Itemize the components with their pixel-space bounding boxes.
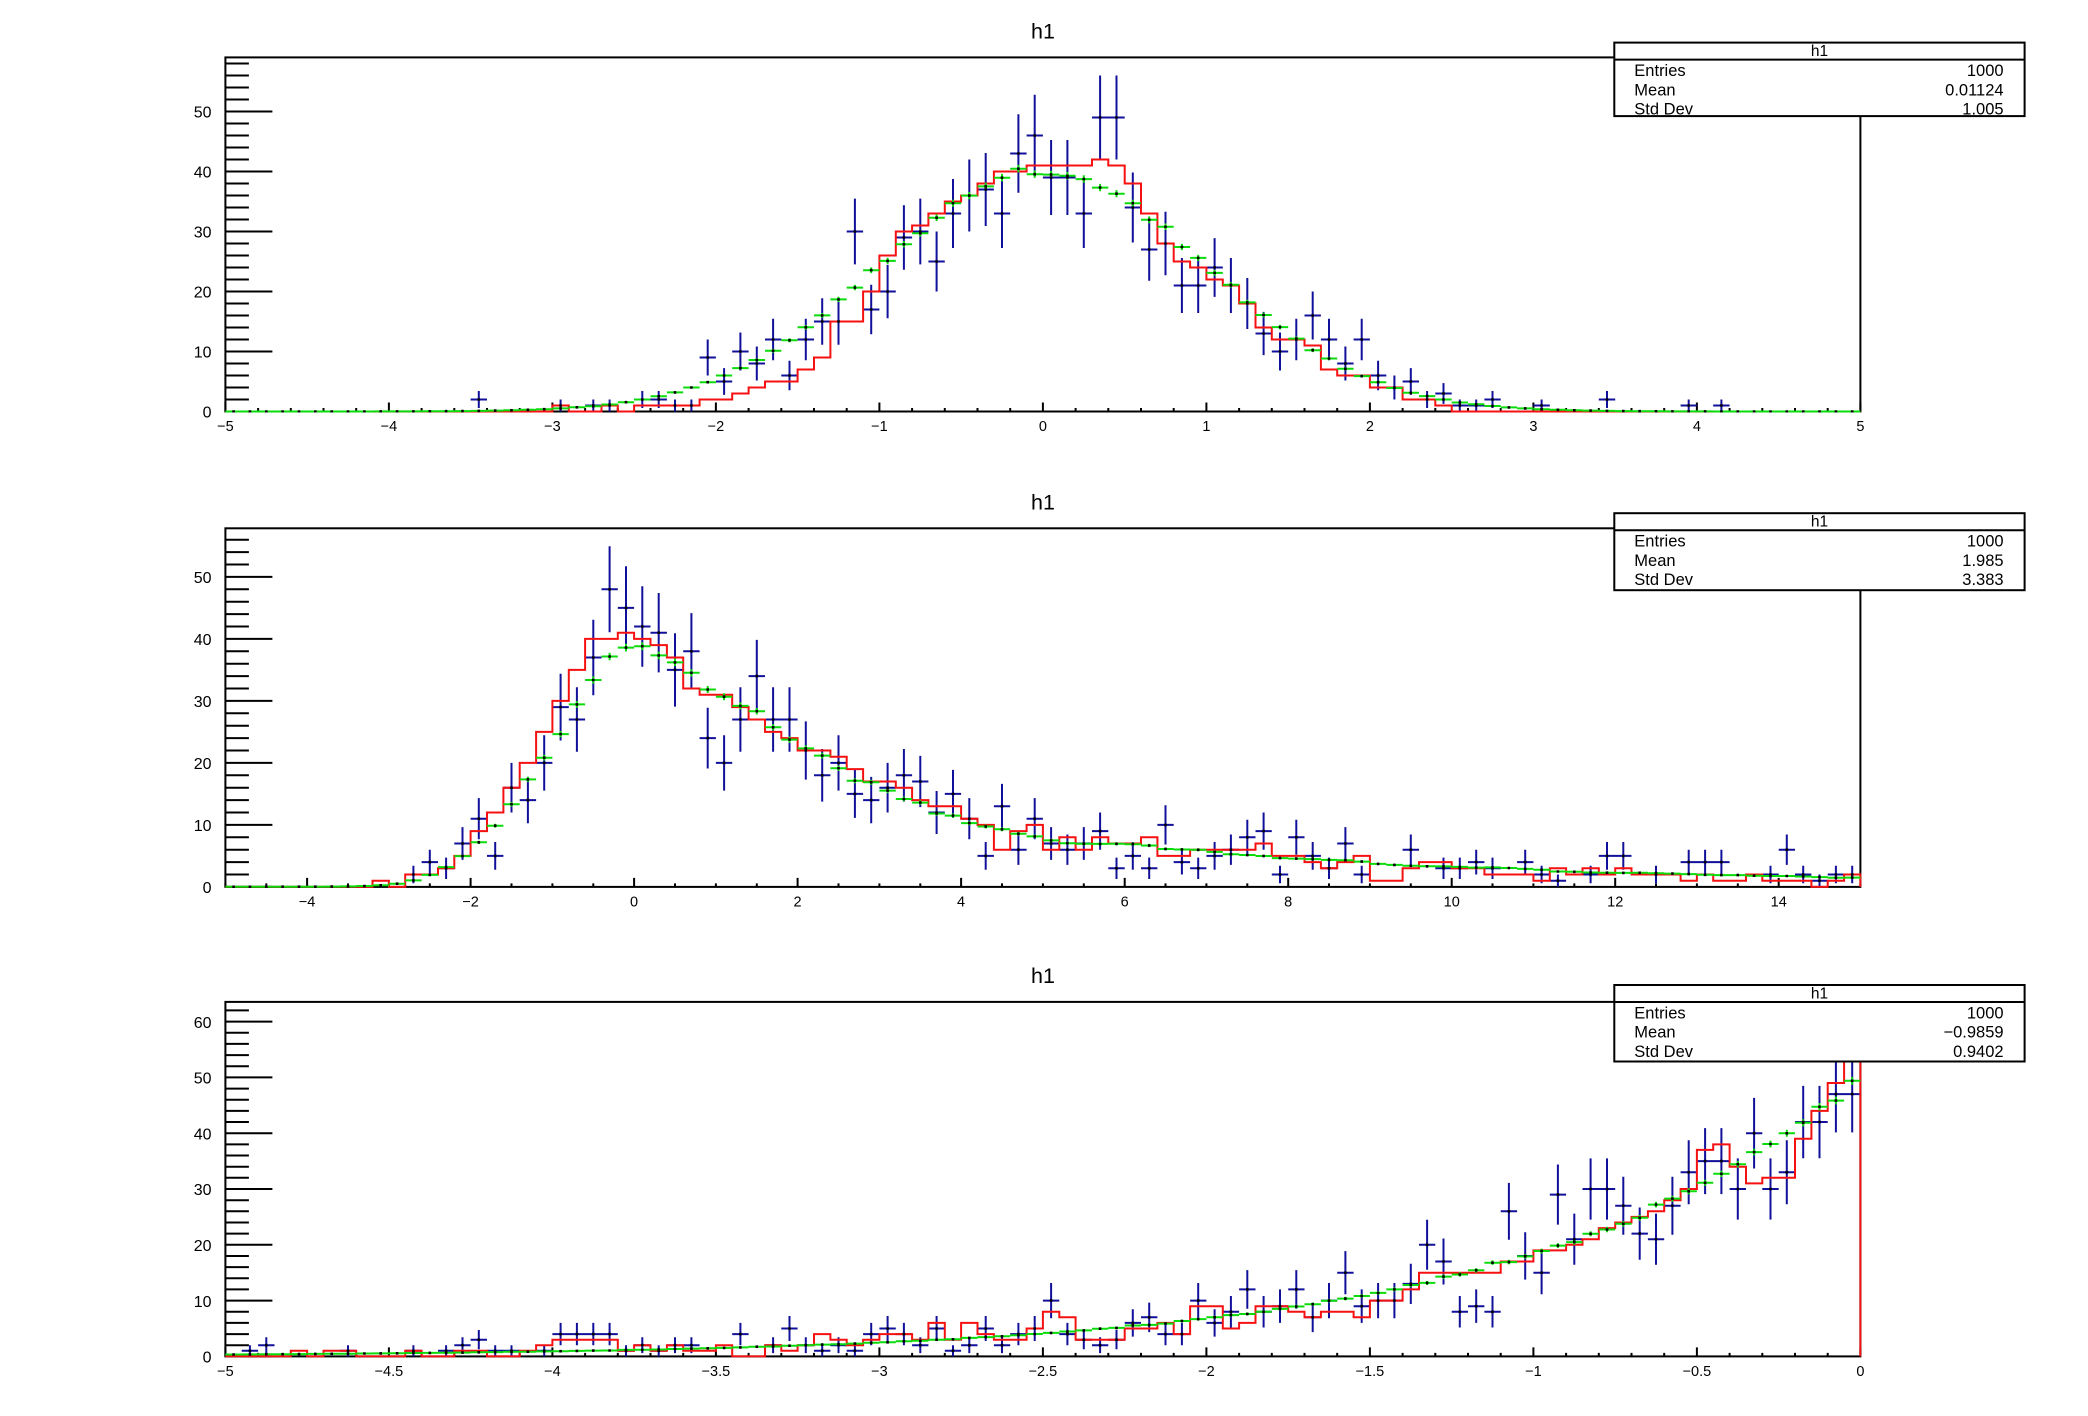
svg-text:0: 0 [1039, 419, 1047, 435]
svg-text:4: 4 [957, 895, 965, 911]
svg-text:h1: h1 [1811, 986, 1828, 1003]
svg-text:Mean: Mean [1634, 81, 1675, 99]
svg-text:−4.5: −4.5 [375, 1364, 404, 1380]
svg-text:0.9402: 0.9402 [1953, 1043, 2003, 1061]
svg-text:1: 1 [1202, 419, 1210, 435]
svg-text:−1.5: −1.5 [1356, 1364, 1385, 1380]
svg-text:−0.9859: −0.9859 [1943, 1024, 2003, 1042]
svg-text:50: 50 [194, 105, 212, 122]
svg-text:2: 2 [794, 895, 802, 911]
svg-text:20: 20 [194, 1238, 212, 1255]
svg-text:40: 40 [194, 632, 212, 649]
svg-text:20: 20 [194, 756, 212, 773]
svg-text:12: 12 [1607, 895, 1623, 911]
svg-text:20: 20 [194, 285, 212, 302]
svg-text:−4: −4 [544, 1364, 561, 1380]
svg-text:50: 50 [194, 1071, 212, 1088]
svg-text:h1: h1 [1031, 19, 1055, 43]
svg-text:6: 6 [1121, 895, 1129, 911]
svg-text:−0.5: −0.5 [1683, 1364, 1712, 1380]
svg-text:30: 30 [194, 1182, 212, 1199]
svg-text:0: 0 [630, 895, 638, 911]
svg-text:30: 30 [194, 694, 212, 711]
svg-text:Entries: Entries [1634, 62, 1685, 80]
svg-text:Entries: Entries [1634, 1005, 1685, 1023]
svg-text:5: 5 [1856, 419, 1864, 435]
svg-text:0: 0 [203, 1350, 212, 1367]
svg-text:0: 0 [203, 405, 212, 422]
svg-text:30: 30 [194, 225, 212, 242]
svg-text:8: 8 [1284, 895, 1292, 911]
svg-text:1000: 1000 [1967, 62, 2004, 80]
svg-text:1.005: 1.005 [1962, 101, 2003, 119]
svg-text:−2: −2 [708, 419, 725, 435]
svg-text:Std Dev: Std Dev [1634, 1043, 1693, 1061]
svg-text:−5: −5 [217, 1364, 234, 1380]
svg-text:−2.5: −2.5 [1029, 1364, 1058, 1380]
svg-text:h1: h1 [1811, 43, 1828, 60]
svg-text:−3: −3 [544, 419, 561, 435]
svg-text:Mean: Mean [1634, 552, 1675, 570]
svg-text:60: 60 [194, 1015, 212, 1032]
svg-text:50: 50 [194, 570, 212, 587]
svg-text:3: 3 [1529, 419, 1537, 435]
svg-text:40: 40 [194, 1126, 212, 1143]
svg-text:1.985: 1.985 [1962, 552, 2003, 570]
svg-text:Std Dev: Std Dev [1634, 571, 1693, 589]
svg-text:0: 0 [1856, 1364, 1864, 1380]
svg-text:10: 10 [194, 818, 212, 835]
svg-text:h1: h1 [1031, 490, 1055, 514]
svg-text:−4: −4 [299, 895, 316, 911]
svg-text:0.01124: 0.01124 [1945, 81, 2003, 99]
svg-text:0: 0 [203, 880, 212, 897]
svg-text:Entries: Entries [1634, 533, 1685, 551]
svg-text:−1: −1 [1525, 1364, 1542, 1380]
svg-text:h1: h1 [1811, 514, 1828, 531]
svg-text:Std Dev: Std Dev [1634, 101, 1693, 119]
svg-text:2: 2 [1366, 419, 1374, 435]
svg-text:−1: −1 [871, 419, 888, 435]
svg-text:10: 10 [194, 1294, 212, 1311]
svg-text:40: 40 [194, 165, 212, 182]
svg-text:14: 14 [1771, 895, 1787, 911]
svg-text:Mean: Mean [1634, 1024, 1675, 1042]
svg-text:1000: 1000 [1967, 1005, 2004, 1023]
svg-text:10: 10 [1444, 895, 1460, 911]
svg-text:1000: 1000 [1967, 533, 2004, 551]
svg-text:−5: −5 [217, 419, 234, 435]
svg-text:−3: −3 [871, 1364, 888, 1380]
svg-text:4: 4 [1693, 419, 1701, 435]
svg-text:3.383: 3.383 [1962, 571, 2003, 589]
svg-text:−2: −2 [1198, 1364, 1215, 1380]
svg-text:−4: −4 [381, 419, 398, 435]
svg-text:h1: h1 [1031, 964, 1055, 988]
svg-text:−2: −2 [462, 895, 479, 911]
svg-text:−3.5: −3.5 [702, 1364, 731, 1380]
svg-text:10: 10 [194, 345, 212, 362]
